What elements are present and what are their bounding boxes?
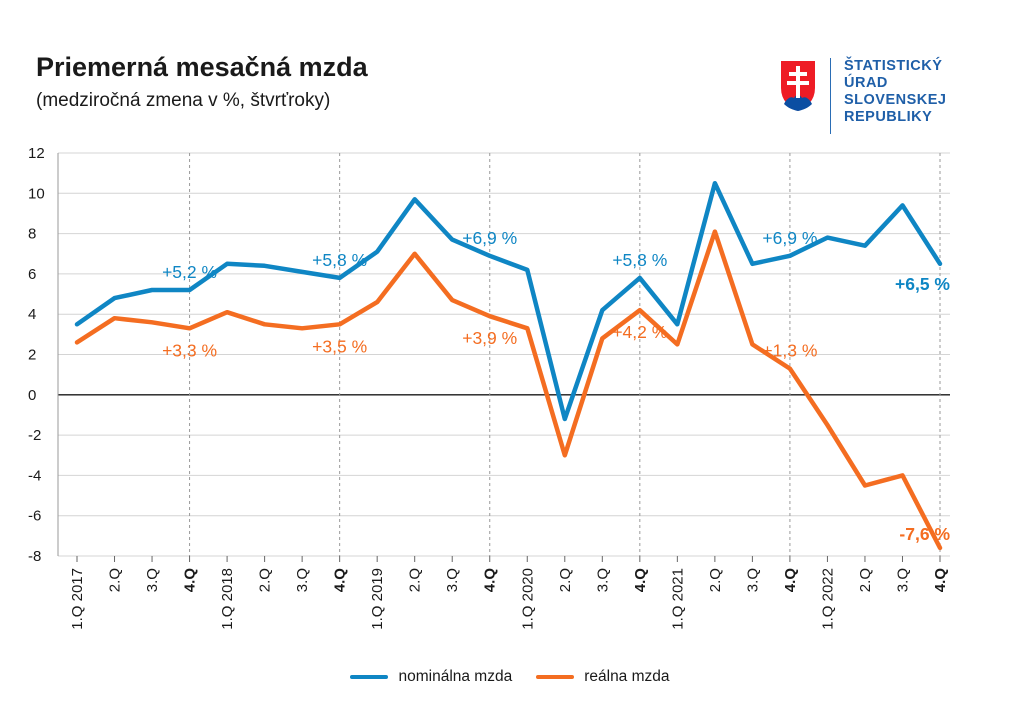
- x-tick-label: 3.Q: [594, 568, 611, 592]
- y-tick-label: 6: [28, 266, 36, 283]
- logo-line-3: SLOVENSKEJ: [844, 92, 947, 108]
- series-line-nominal: [74, 180, 943, 422]
- x-tick-label: 1.Q 2022: [819, 568, 836, 630]
- x-tick-label: 2.Q: [857, 568, 874, 592]
- x-tick-label: 3.Q: [144, 568, 161, 592]
- x-tick-label: 2.Q: [407, 568, 424, 592]
- x-tick-label: 3.Q: [294, 568, 311, 592]
- logo-separator: [830, 58, 831, 134]
- logo-line-4: REPUBLIKY: [844, 109, 933, 125]
- y-tick-label: -6: [28, 508, 41, 525]
- data-label-real: +1,3 %: [762, 341, 817, 361]
- y-tick-label: -4: [28, 467, 41, 484]
- x-tick-label: 4.Q: [332, 568, 349, 593]
- x-tick-label: 1.Q 2018: [219, 568, 236, 630]
- y-tick-label: 8: [28, 226, 36, 243]
- x-tick-label: 4.Q: [782, 568, 799, 593]
- x-tick-label: 4.Q: [182, 568, 199, 593]
- x-tick-label: 2.Q: [557, 568, 574, 592]
- x-tick-label: 1.Q 2017: [69, 568, 86, 630]
- x-tick-label: 4.Q: [632, 568, 649, 593]
- x-tick-label: 4.Q: [932, 568, 949, 593]
- logo-line-1: ŠTATISTICKÝ: [844, 58, 943, 74]
- data-label-nominal: +5,8 %: [612, 250, 667, 270]
- data-label-real: +3,5 %: [312, 336, 367, 356]
- y-tick-label: 0: [28, 387, 36, 404]
- x-tick-label: 2.Q: [707, 568, 724, 592]
- legend-item-real: reálna mzda: [536, 668, 670, 686]
- x-tick-label: 3.Q: [444, 568, 461, 592]
- x-tick-label: 1.Q 2019: [369, 568, 386, 630]
- x-tick-label: 4.Q: [482, 568, 499, 593]
- y-tick-label: -8: [28, 548, 41, 565]
- susr-logo: ŠTATISTICKÝ ÚRAD SLOVENSKEJ REPUBLIKY: [778, 58, 968, 138]
- data-label-real: +3,3 %: [162, 340, 217, 360]
- logo-wordmark: ŠTATISTICKÝ ÚRAD SLOVENSKEJ REPUBLIKY: [844, 58, 947, 126]
- chart-subtitle: (medziročná zmena v %, štvrťroky): [36, 90, 331, 111]
- x-tick-label: 1.Q 2020: [519, 568, 536, 630]
- data-label-nominal: +6,9 %: [762, 228, 817, 248]
- y-tick-label: -2: [28, 427, 41, 444]
- y-tick-label: 12: [28, 145, 45, 162]
- data-label-real: -7,6 %: [899, 524, 950, 544]
- legend-label-real: reálna mzda: [584, 668, 670, 685]
- x-tick-label: 3.Q: [894, 568, 911, 592]
- legend-item-nominal: nominálna mzda: [350, 668, 512, 686]
- x-tick-label: 2.Q: [107, 568, 124, 592]
- chart-title: Priemerná mesačná mzda: [36, 52, 368, 82]
- x-tick-label: 2.Q: [257, 568, 274, 592]
- legend-swatch-nominal: [350, 675, 389, 679]
- data-label-nominal: +5,8 %: [312, 250, 367, 270]
- data-label-nominal: +5,2 %: [162, 262, 217, 282]
- legend-label-nominal: nominálna mzda: [398, 668, 513, 685]
- data-label-nominal: +6,5 %: [895, 274, 950, 294]
- line-chart: -8 -6 -4 -2 0 2 4 6 8 10 12 1.Q 2017 2.Q 3.Q 4.Q 1.Q 20…: [28, 145, 950, 630]
- x-tick-label: 3.Q: [744, 568, 761, 592]
- data-label-real: +4,2 %: [612, 322, 667, 342]
- logo-line-2: ÚRAD: [844, 75, 888, 91]
- chart-legend: nominálna mzda reálna mzda: [0, 668, 1020, 686]
- slovak-coat-of-arms-icon: [779, 59, 817, 114]
- legend-swatch-real: [536, 675, 575, 679]
- y-tick-label: 2: [28, 347, 36, 364]
- data-label-nominal: +6,9 %: [462, 228, 517, 248]
- data-label-real: +3,9 %: [462, 328, 517, 348]
- y-tick-label: 10: [28, 185, 45, 202]
- y-tick-label: 4: [28, 306, 36, 323]
- x-tick-label: 1.Q 2021: [669, 568, 686, 630]
- series-line-real: [74, 229, 943, 551]
